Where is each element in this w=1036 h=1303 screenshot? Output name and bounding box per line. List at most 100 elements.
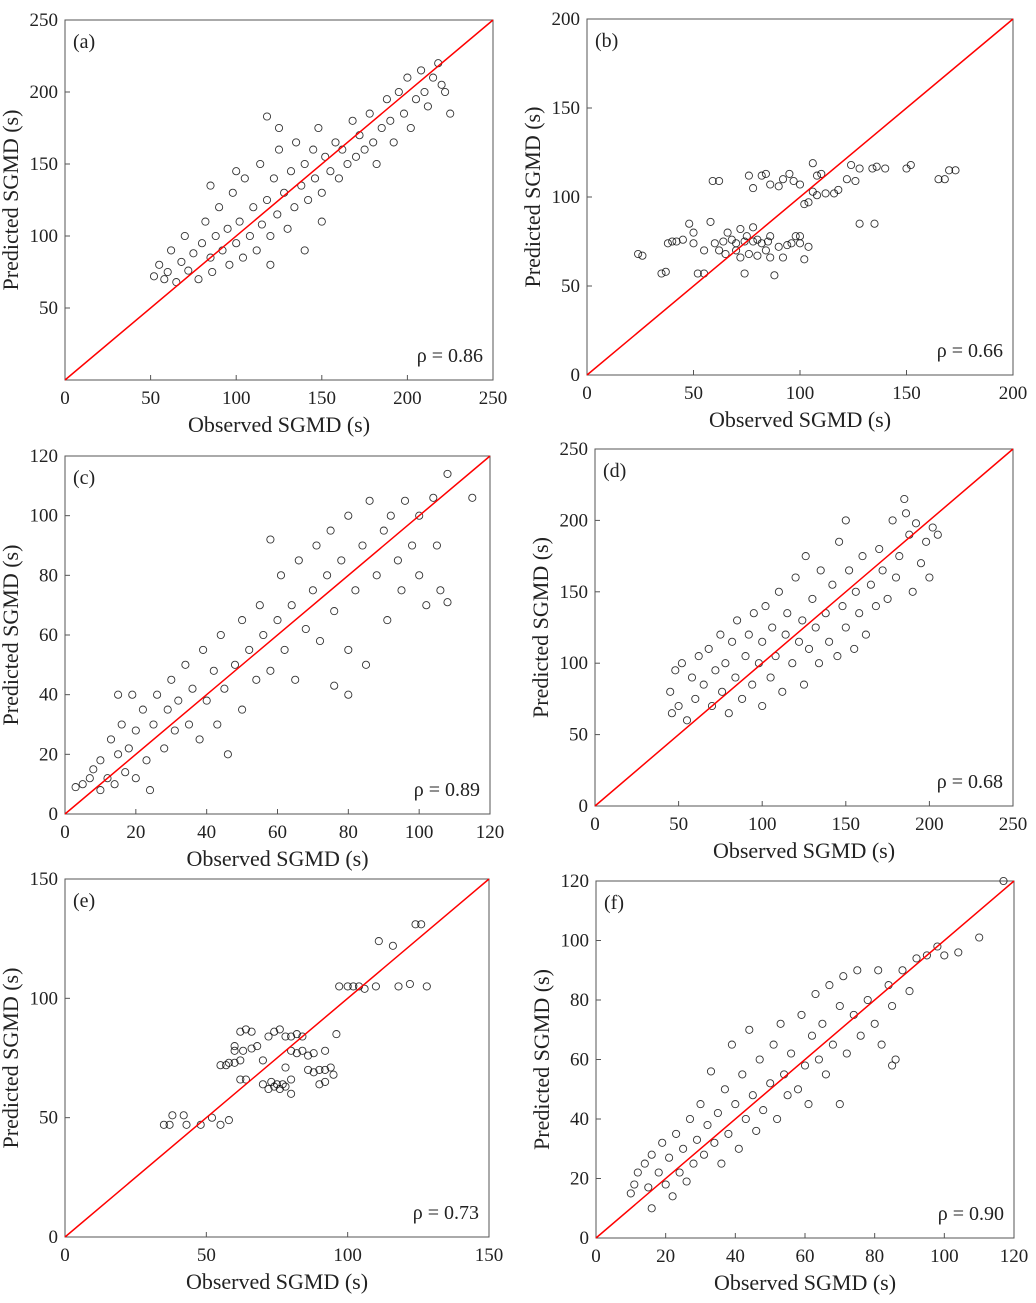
data-point — [728, 637, 737, 646]
data-point — [304, 1065, 313, 1074]
data-point — [711, 666, 720, 675]
data-point — [249, 203, 258, 212]
data-point — [677, 659, 686, 668]
data-point — [783, 609, 792, 618]
data-point — [804, 644, 814, 653]
data-point — [215, 203, 224, 212]
data-point — [654, 1168, 663, 1177]
data-point — [696, 1100, 705, 1109]
data-point — [179, 1111, 188, 1120]
scatter-points — [71, 469, 477, 795]
data-point — [999, 876, 1008, 886]
data-point — [817, 169, 826, 178]
data-point — [361, 660, 371, 669]
data-point — [332, 1030, 341, 1039]
data-point — [207, 1113, 217, 1122]
data-point — [351, 586, 360, 595]
data-point — [877, 1040, 886, 1049]
data-point — [436, 586, 445, 595]
data-point — [377, 123, 386, 133]
data-point — [202, 696, 211, 705]
data-point — [870, 1019, 879, 1028]
data-point — [835, 1001, 844, 1011]
data-point — [292, 138, 301, 147]
data-point — [287, 1089, 296, 1098]
data-point — [163, 705, 172, 714]
data-point — [758, 637, 767, 646]
x-tick-label: 100 — [405, 822, 434, 843]
y-tick-label: 200 — [30, 82, 59, 103]
data-point — [661, 1180, 670, 1189]
data-point — [230, 1042, 239, 1051]
data-point — [749, 609, 758, 618]
y-tick-label: 150 — [560, 582, 589, 603]
data-point — [417, 920, 426, 929]
data-point — [866, 580, 875, 589]
data-point — [898, 966, 907, 975]
data-point — [732, 246, 741, 255]
data-point — [748, 680, 757, 689]
y-tick-label: 50 — [39, 1108, 58, 1129]
data-point — [397, 586, 406, 595]
data-point — [131, 726, 140, 735]
identity-line — [64, 455, 491, 815]
data-point — [89, 765, 98, 774]
data-point — [423, 102, 432, 111]
data-point — [117, 720, 126, 729]
data-point — [417, 66, 426, 75]
data-point — [801, 552, 810, 561]
scatter-panel-e: 0 50 100 150 0 50 100 150 (e) ρ = 0.73 Observed SG… — [0, 869, 503, 1294]
plot-frame — [594, 448, 1014, 807]
data-point — [321, 1065, 330, 1074]
data-point — [804, 198, 813, 207]
data-point — [699, 680, 708, 689]
data-point — [634, 249, 643, 259]
data-point — [222, 1061, 231, 1070]
data-point — [165, 1120, 174, 1129]
data-point — [668, 237, 677, 246]
data-point — [828, 580, 837, 589]
data-point — [744, 630, 753, 639]
data-point — [287, 1075, 296, 1084]
x-tick-label: 60 — [268, 822, 287, 843]
data-point — [287, 1046, 296, 1055]
data-point — [798, 616, 807, 625]
data-point — [343, 982, 352, 991]
data-point — [769, 1040, 778, 1049]
data-point — [868, 164, 877, 173]
panel-label: (b) — [595, 30, 618, 52]
data-point — [878, 566, 887, 575]
data-point — [240, 174, 249, 183]
y-tick-label: 250 — [560, 439, 589, 460]
data-point — [933, 530, 942, 539]
data-point — [657, 269, 666, 278]
data-point — [223, 224, 232, 233]
data-point — [206, 181, 215, 190]
data-point — [326, 1063, 335, 1072]
data-point — [276, 571, 286, 580]
data-point — [644, 1183, 653, 1192]
data-point — [863, 995, 872, 1005]
data-point — [647, 1150, 656, 1159]
data-point — [121, 768, 130, 777]
data-point — [317, 188, 326, 197]
data-point — [238, 705, 247, 714]
x-tick-label: 0 — [60, 822, 70, 843]
data-point — [360, 145, 369, 154]
data-point — [761, 246, 770, 255]
data-point — [710, 239, 719, 248]
data-point — [793, 1085, 803, 1094]
data-point — [334, 174, 343, 183]
data-point — [888, 1061, 897, 1070]
data-point — [272, 1080, 282, 1089]
data-point — [706, 217, 715, 226]
data-point — [273, 616, 282, 625]
y-axis-label: Predicted SGMD (s) — [528, 537, 553, 718]
data-point — [795, 180, 805, 189]
y-tick-label: 60 — [39, 625, 58, 646]
data-point — [841, 516, 850, 525]
data-point — [163, 267, 172, 277]
data-point — [778, 253, 788, 262]
y-axis-label: Predicted SGMD (s) — [0, 545, 23, 726]
data-point — [763, 237, 773, 246]
